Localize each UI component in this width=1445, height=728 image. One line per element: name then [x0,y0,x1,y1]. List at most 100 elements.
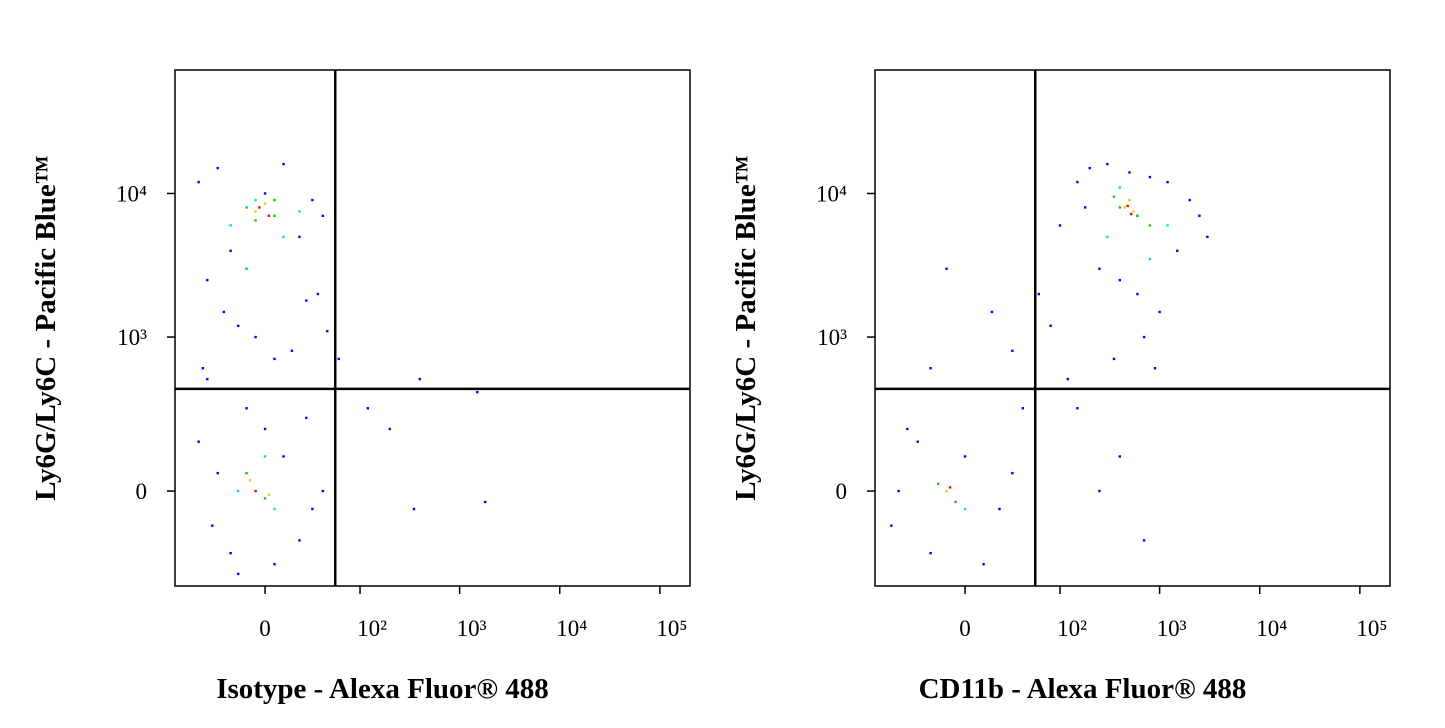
dot [263,455,267,458]
dot [197,440,200,443]
dot [1136,214,1139,217]
dot [1049,324,1052,327]
dot [982,563,985,566]
dot [1198,214,1201,217]
dot [936,482,940,485]
dot [1176,249,1179,252]
dot [263,497,267,500]
dot [1084,206,1087,209]
dot [929,551,932,555]
dot [1076,180,1079,184]
dot [1153,367,1157,370]
dot [236,572,240,576]
dot [1123,206,1127,209]
dot [1106,162,1109,166]
dot [1142,539,1146,542]
dot [258,206,261,209]
dot [321,214,325,217]
dot [298,539,301,542]
dot [254,335,257,339]
dot [963,507,967,511]
x-tick-label: 10³ [457,616,487,641]
dot [245,267,248,270]
dot [1118,278,1122,282]
y-tick-label: 0 [136,479,148,504]
dot [1136,292,1139,296]
dot [1112,195,1116,198]
dot [282,235,285,239]
dot [273,563,276,566]
x-tick-label: 10² [1057,616,1087,641]
dot [216,471,219,475]
dot [229,551,232,555]
x-tick-label: 10⁵ [656,616,687,641]
dot [945,267,948,270]
y-tick-label: 10⁴ [116,181,147,206]
dot [1148,257,1152,261]
dot [254,210,257,213]
dot [1118,186,1122,189]
dot [316,292,320,296]
dot [963,455,967,458]
dot [948,486,952,489]
dot [197,180,200,184]
dot [311,507,314,511]
dot [1118,206,1122,209]
dot [483,500,487,504]
dot [337,357,340,361]
dot [201,367,204,370]
x-axis-title: CD11b - Alexa Fluor® 488 [919,673,1247,705]
plot-frame [174,69,691,587]
dot [282,455,285,458]
dot [906,427,909,431]
dot [1098,267,1101,270]
dot [298,235,301,239]
dot [282,162,285,166]
dot [388,427,391,431]
y-tick-label: 10⁴ [816,181,847,206]
dot [1132,210,1135,213]
x-tick-label: 0 [959,616,971,641]
dot [229,224,232,227]
dot [267,214,271,217]
dot [1021,407,1025,410]
dot [476,390,479,394]
dot [245,407,248,410]
dot [1142,335,1146,339]
dot [206,377,209,381]
dot [418,377,422,381]
dot [254,219,257,222]
dot [254,489,257,493]
x-tick-label: 10⁴ [1256,616,1287,641]
x-tick-label: 10⁴ [556,616,587,641]
plot-frame [874,69,1391,587]
dot [236,324,240,327]
dot [1128,171,1131,174]
dot [245,206,248,209]
dot [897,489,900,493]
dot [245,471,248,475]
dot [1128,198,1131,202]
dot [1088,166,1091,170]
dot [290,349,294,352]
dot [412,507,416,511]
dot [263,192,267,195]
dot [1206,235,1209,239]
y-axis-title: Ly6G/Ly6C - Pacific Blue™ [30,155,62,501]
dot [1106,235,1109,239]
dot [1126,204,1129,208]
dot [273,357,276,361]
dot [311,198,314,202]
dot [1058,224,1062,227]
dot [222,310,226,314]
dot [273,214,276,217]
x-tick-label: 10² [357,616,387,641]
x-tick-label: 10⁵ [1356,616,1387,641]
dot [1188,198,1191,202]
dot [1011,471,1014,475]
dot [1076,407,1079,410]
y-tick-label: 10³ [817,325,847,350]
dot [1112,357,1116,361]
dot [366,407,369,410]
